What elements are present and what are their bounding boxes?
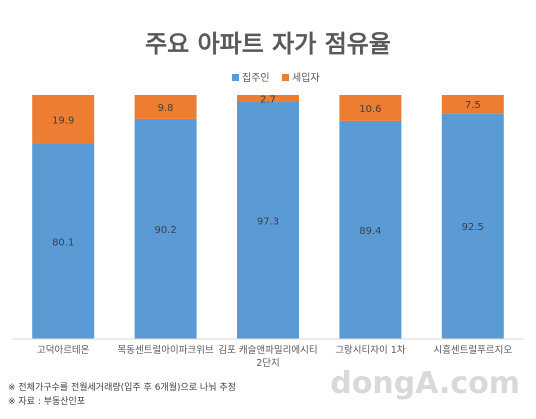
legend-swatch-0 <box>232 74 239 81</box>
data-label-owner-4: 92.5 <box>462 222 484 233</box>
data-label-tenant-3: 10.6 <box>359 104 381 115</box>
data-label-tenant-1: 9.8 <box>158 103 174 114</box>
footnote-2: ※ 자료 : 부동산인포 <box>8 396 85 407</box>
bar-tenant-1 <box>134 95 197 119</box>
legend-label-1: 세입자 <box>292 71 320 84</box>
watermark: dongA.com <box>330 366 520 401</box>
category-label-4: 시흥센트럴푸르지오 <box>433 344 512 356</box>
legend-label-0: 집주인 <box>242 72 270 84</box>
category-label-3: 그랑시티자이 1차 <box>335 344 406 356</box>
footnote-1: ※ 전체가구수를 전월세거래량(입주 후 6개월)으로 나눠 추정 <box>8 381 236 393</box>
bar-owner-2 <box>237 101 299 339</box>
legend-swatch-1 <box>282 74 289 81</box>
bar-owner-4 <box>441 113 504 339</box>
bar-tenant-2 <box>237 95 299 102</box>
chart-title: 주요 아파트 자가 점유율 <box>145 30 391 58</box>
data-label-tenant-4: 7.5 <box>465 100 481 111</box>
data-label-owner-3: 89.4 <box>359 226 381 237</box>
bars: 80.1 19.9 90.2 9.8 97.3 2.7 89.4 10.6 92.5 7.5 <box>32 94 504 339</box>
bar-owner-1 <box>134 118 197 339</box>
category-label-0: 고덕아르테온 <box>37 345 90 356</box>
category-label-1: 목동센트럴아이파크위브 <box>118 344 214 356</box>
bar-tenant-0 <box>32 95 95 144</box>
category-labels: 고덕아르테온 목동센트럴아이파크위브 김포 캐슬앤파밀리에시티 2단지 그랑시티자이 1… <box>37 344 512 369</box>
data-label-tenant-2: 2.7 <box>260 94 276 105</box>
category-label-2: 김포 캐슬앤파밀리에시티 2단지 <box>218 344 317 369</box>
bar-owner-3 <box>339 120 402 339</box>
bar-tenant-4 <box>441 95 504 114</box>
data-label-tenant-0: 19.9 <box>52 115 74 126</box>
bar-tenant-3 <box>339 95 402 121</box>
bar-owner-0 <box>32 143 95 339</box>
data-label-owner-1: 90.2 <box>154 225 176 236</box>
legend: 집주인 세입자 <box>232 71 320 84</box>
data-label-owner-0: 80.1 <box>52 237 74 248</box>
data-label-owner-2: 97.3 <box>257 216 279 227</box>
